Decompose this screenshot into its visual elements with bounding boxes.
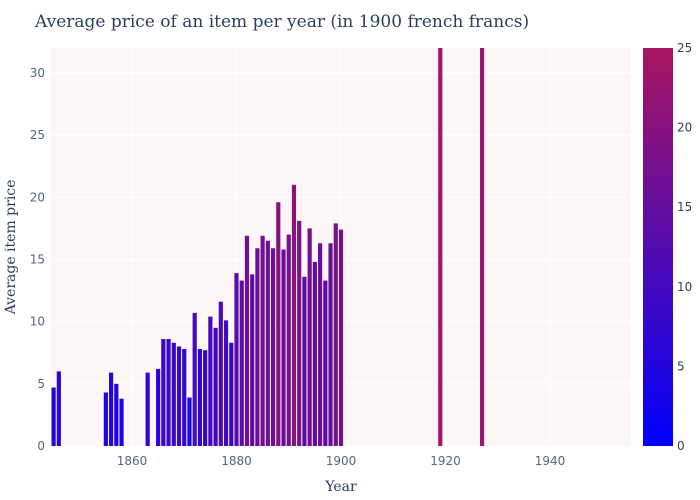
y-axis-ticks: 0 5 10 15 20 25 30 <box>30 66 45 453</box>
bar <box>176 346 182 446</box>
bar <box>234 273 239 446</box>
y-tick-label: 20 <box>30 190 45 204</box>
bar <box>333 223 338 446</box>
bar <box>223 320 229 446</box>
bar <box>291 184 297 446</box>
bar <box>56 371 61 446</box>
bar <box>302 276 307 446</box>
bar <box>438 48 443 446</box>
bar <box>187 397 192 446</box>
bar <box>171 342 176 446</box>
bar <box>244 235 250 446</box>
bar <box>479 48 485 446</box>
y-axis-title: Average item price <box>3 180 19 316</box>
bar <box>114 383 119 446</box>
bar <box>286 234 291 446</box>
bar <box>109 372 114 446</box>
colorbar-tick-label: 15 <box>677 200 692 214</box>
bar <box>255 248 260 446</box>
x-tick-label: 1940 <box>535 454 566 468</box>
bar <box>297 220 302 446</box>
bar <box>192 312 197 446</box>
y-tick-label: 10 <box>30 315 45 329</box>
bar <box>145 372 150 446</box>
bar <box>260 235 265 446</box>
bar <box>281 249 286 446</box>
bar <box>328 243 333 446</box>
y-tick-label: 0 <box>37 439 45 453</box>
colorbar <box>643 48 673 446</box>
colorbar-tick-label: 5 <box>677 359 685 373</box>
bar <box>203 350 208 446</box>
bar <box>276 202 281 446</box>
bar <box>208 316 213 446</box>
bar <box>239 280 244 446</box>
bar <box>119 398 124 446</box>
colorbar-tick-label: 25 <box>677 41 692 55</box>
bars <box>51 48 485 446</box>
colorbar-tick-label: 0 <box>677 439 685 453</box>
x-tick-label: 1860 <box>117 454 148 468</box>
y-tick-label: 15 <box>30 252 45 266</box>
chart-title: Average price of an item per year (in 19… <box>34 12 529 32</box>
y-tick-label: 30 <box>30 66 45 80</box>
bar <box>166 339 171 446</box>
bar <box>182 348 187 446</box>
bar <box>312 261 317 446</box>
bar <box>156 368 161 446</box>
bar <box>270 248 276 446</box>
bar <box>307 228 312 446</box>
x-tick-label: 1880 <box>221 454 252 468</box>
bar <box>218 301 223 446</box>
y-tick-label: 25 <box>30 128 45 142</box>
x-axis-title: Year <box>324 479 357 495</box>
bar <box>338 229 344 446</box>
y-tick-label: 5 <box>37 377 45 391</box>
colorbar-tick-label: 20 <box>677 121 692 135</box>
x-axis-ticks: 1860 1880 1900 1920 1940 <box>117 454 566 468</box>
x-tick-label: 1920 <box>430 454 461 468</box>
bar <box>213 327 218 446</box>
bar <box>103 392 108 446</box>
bar <box>323 280 328 446</box>
bar <box>197 348 203 446</box>
bar <box>265 240 270 446</box>
colorbar-ticks: 0 5 10 15 20 25 <box>677 41 692 453</box>
x-tick-label: 1900 <box>326 454 357 468</box>
colorbar-tick-label: 10 <box>677 280 692 294</box>
bar <box>51 387 56 446</box>
bar <box>250 274 255 446</box>
bar <box>161 339 166 446</box>
bar <box>229 342 234 446</box>
bar <box>318 243 323 446</box>
